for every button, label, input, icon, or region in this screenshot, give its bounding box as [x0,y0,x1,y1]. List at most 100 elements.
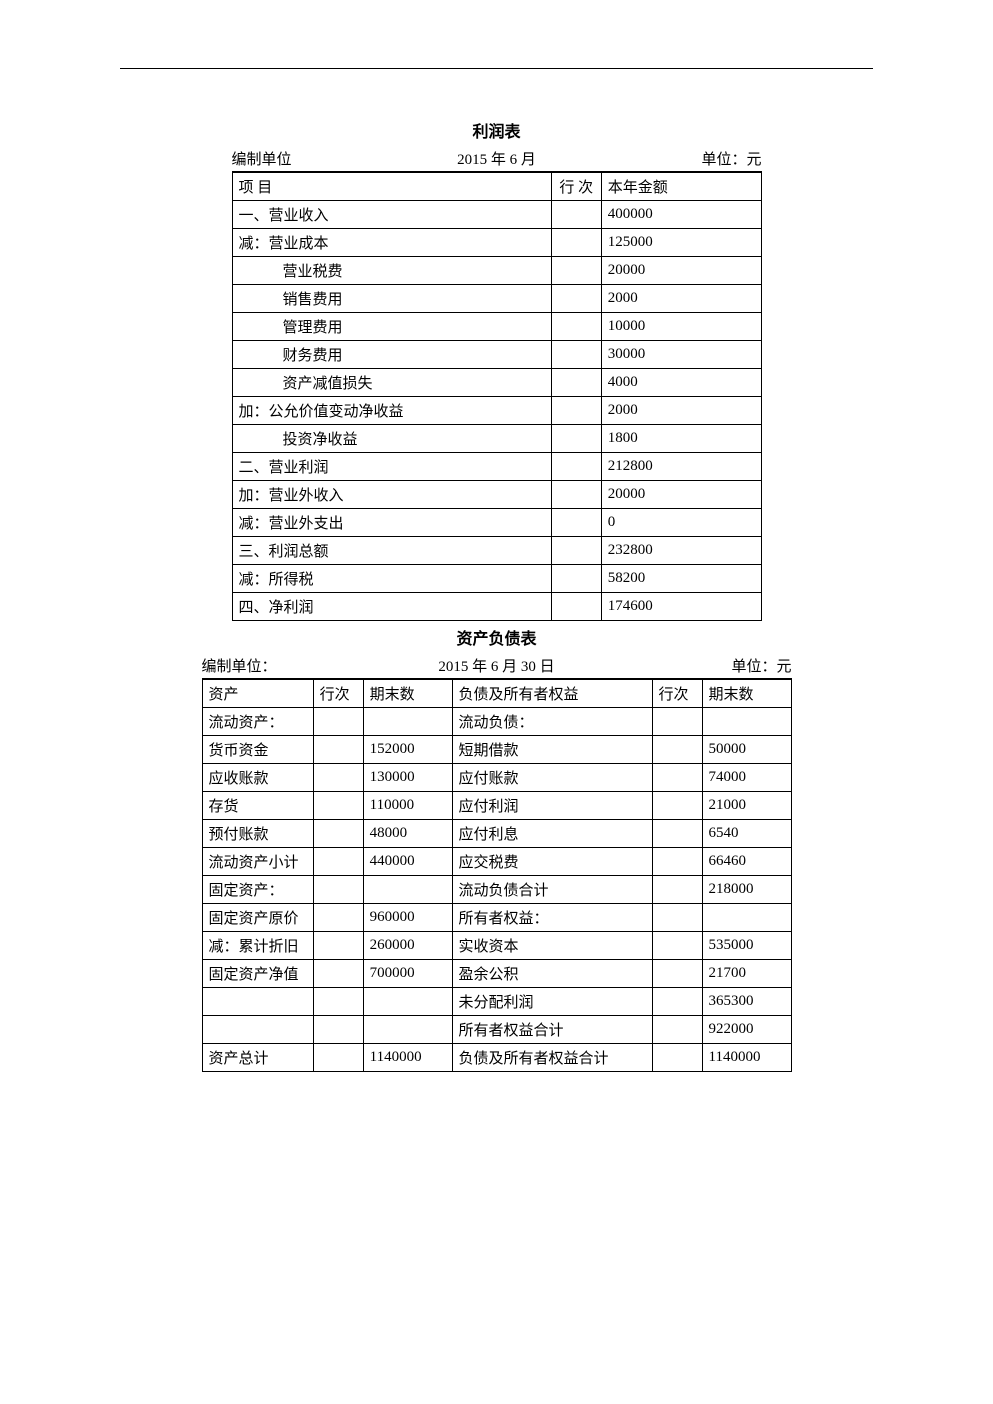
cell-liab-label: 所有者权益合计 [452,1016,652,1044]
cell-asset-label: 流动资产小计 [202,848,313,876]
cell-amount: 2000 [601,285,761,313]
col-header-liab: 负债及所有者权益 [452,680,652,708]
cell-amount: 10000 [601,313,761,341]
cell-asset-label: 固定资产净值 [202,960,313,988]
cell-item-label: 一、营业收入 [232,201,551,229]
cell-asset-end: 48000 [363,820,452,848]
table-header-row: 资产 行次 期末数 负债及所有者权益 行次 期末数 [202,680,791,708]
income-statement-table: 项 目 行 次 本年金额 一、营业收入400000减：营业成本125000营业税… [232,172,762,621]
cell-liab-end: 365300 [702,988,791,1016]
balance-meta-left: 编制单位： [202,655,399,676]
cell-asset-end [363,1016,452,1044]
cell-asset-end: 130000 [363,764,452,792]
cell-asset-end [363,708,452,736]
col-header-aend: 期末数 [363,680,452,708]
cell-line-number [551,453,601,481]
cell-liab-end: 6540 [702,820,791,848]
cell-liab-line [652,1044,702,1072]
table-row: 预付账款48000应付利息6540 [202,820,791,848]
cell-liab-label: 盈余公积 [452,960,652,988]
cell-asset-end: 960000 [363,904,452,932]
cell-asset-line [313,932,363,960]
cell-liab-line [652,932,702,960]
table-row: 未分配利润365300 [202,988,791,1016]
cell-line-number [551,509,601,537]
cell-line-number [551,397,601,425]
cell-amount: 125000 [601,229,761,257]
table-row: 固定资产原价960000所有者权益： [202,904,791,932]
cell-asset-line [313,708,363,736]
cell-liab-end [702,904,791,932]
cell-line-number [551,593,601,621]
cell-liab-end: 218000 [702,876,791,904]
table-row: 存货110000应付利润21000 [202,792,791,820]
cell-liab-end: 66460 [702,848,791,876]
cell-asset-label: 固定资产原价 [202,904,313,932]
cell-liab-end: 74000 [702,764,791,792]
table-row: 应收账款130000应付账款74000 [202,764,791,792]
cell-asset-line [313,792,363,820]
cell-line-number [551,537,601,565]
cell-asset-line [313,1016,363,1044]
table-row: 三、利润总额232800 [232,537,761,565]
cell-asset-label: 资产总计 [202,1044,313,1072]
cell-liab-label: 短期借款 [452,736,652,764]
cell-amount: 4000 [601,369,761,397]
cell-liab-line [652,820,702,848]
cell-line-number [551,481,601,509]
table-row: 减：营业成本125000 [232,229,761,257]
cell-item-label: 减：营业外支出 [232,509,551,537]
cell-item-label: 四、净利润 [232,593,551,621]
col-header-lend: 期末数 [702,680,791,708]
cell-asset-end: 700000 [363,960,452,988]
table-row: 资产减值损失 4000 [232,369,761,397]
cell-liab-line [652,988,702,1016]
col-header-asset: 资产 [202,680,313,708]
balance-sheet-table: 资产 行次 期末数 负债及所有者权益 行次 期末数 流动资产：流动负债：货币资金… [202,679,792,1072]
cell-item-label: 二、营业利润 [232,453,551,481]
table-row: 营业税费20000 [232,257,761,285]
cell-amount: 174600 [601,593,761,621]
cell-asset-label: 预付账款 [202,820,313,848]
cell-asset-line [313,1044,363,1072]
table-row: 二、营业利润212800 [232,453,761,481]
col-header-aline: 行次 [313,680,363,708]
col-header-item: 项 目 [232,173,551,201]
cell-line-number [551,425,601,453]
cell-liab-line [652,960,702,988]
cell-asset-line [313,848,363,876]
cell-asset-label: 存货 [202,792,313,820]
cell-amount: 1800 [601,425,761,453]
income-statement-title: 利润表 [232,118,762,142]
cell-item-label: 销售费用 [232,285,551,313]
cell-item-label: 管理费用 [232,313,551,341]
col-header-line: 行 次 [551,173,601,201]
cell-item-label: 资产减值损失 [232,369,551,397]
page-top-rule [120,68,873,69]
table-row: 固定资产净值700000盈余公积21700 [202,960,791,988]
cell-asset-label [202,988,313,1016]
cell-asset-line [313,960,363,988]
cell-asset-end: 152000 [363,736,452,764]
balance-meta-center: 2015 年 6 月 30 日 [398,655,595,676]
cell-asset-end: 260000 [363,932,452,960]
cell-liab-line [652,792,702,820]
table-row: 货币资金152000短期借款50000 [202,736,791,764]
cell-liab-line [652,1016,702,1044]
cell-asset-label: 货币资金 [202,736,313,764]
table-header-row: 项 目 行 次 本年金额 [232,173,761,201]
table-row: 管理费用 10000 [232,313,761,341]
cell-liab-label: 应付账款 [452,764,652,792]
income-meta-center: 2015 年 6 月 [408,148,585,169]
cell-item-label: 投资净收益 [232,425,551,453]
balance-sheet-title: 资产负债表 [202,625,792,649]
cell-liab-end: 21000 [702,792,791,820]
cell-asset-label: 流动资产： [202,708,313,736]
cell-liab-label: 实收资本 [452,932,652,960]
cell-item-label: 三、利润总额 [232,537,551,565]
table-row: 减：所得税58200 [232,565,761,593]
balance-sheet-section: 资产负债表 编制单位： 2015 年 6 月 30 日 单位：元 资产 行次 期… [202,625,792,1072]
cell-amount: 0 [601,509,761,537]
cell-liab-line [652,736,702,764]
cell-asset-end: 440000 [363,848,452,876]
